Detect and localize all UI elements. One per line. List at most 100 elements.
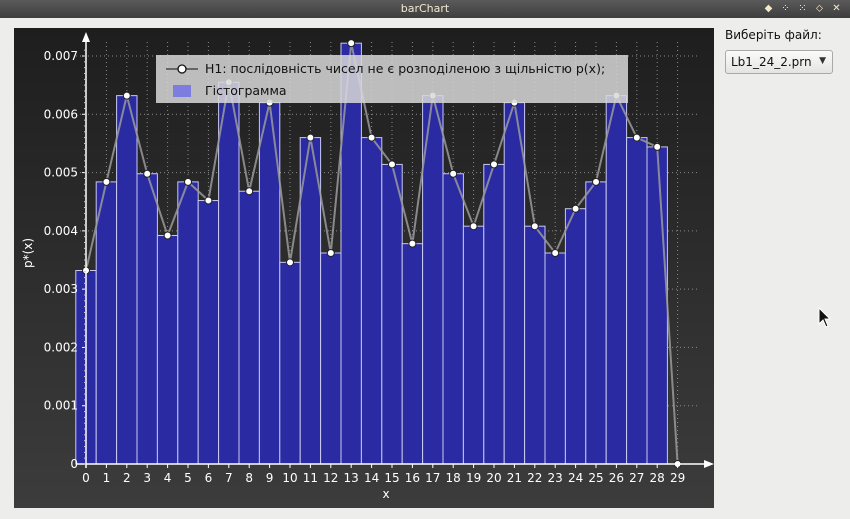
- x-tick-label: 22: [527, 471, 542, 485]
- x-tick-label: 18: [446, 471, 461, 485]
- bar: [442, 173, 464, 465]
- x-tick-label: 6: [205, 471, 213, 485]
- data-point: [571, 204, 580, 213]
- bar: [646, 146, 668, 465]
- diamond-icon[interactable]: ◆: [764, 3, 773, 14]
- bar: [279, 261, 301, 465]
- bar: [462, 225, 485, 465]
- bar: [401, 243, 424, 465]
- x-tick-label: 13: [344, 471, 359, 485]
- bar: [605, 95, 628, 465]
- close-icon[interactable]: ✕: [832, 3, 841, 14]
- file-select[interactable]: Lb1_24_2.prn ▼: [725, 50, 833, 74]
- x-tick-label: 26: [609, 471, 624, 485]
- data-point: [204, 196, 213, 205]
- legend-label-h1: H1: послідовність чисел не є розподілено…: [205, 61, 605, 76]
- x-tick-label: 4: [164, 471, 172, 485]
- legend-label-histogram: Гістограмма: [205, 83, 287, 98]
- bar: [238, 190, 260, 465]
- bar: [320, 252, 342, 465]
- legend-marker-icon: [177, 64, 187, 74]
- data-point: [102, 177, 111, 186]
- x-tick-label: 3: [143, 471, 151, 485]
- data-point: [592, 177, 600, 186]
- y-tick-label: 0.006: [44, 107, 78, 121]
- x-axis-label: x: [382, 487, 389, 501]
- y-tick-label: 0.001: [44, 399, 78, 413]
- y-tick-label: 0.004: [44, 224, 78, 238]
- x-tick-label: 24: [568, 471, 583, 485]
- x-tick-label: 28: [650, 471, 665, 485]
- y-tick-label: 0.005: [44, 166, 78, 180]
- series-line: [85, 42, 679, 465]
- data-point: [469, 222, 478, 231]
- data-point: [306, 133, 315, 142]
- data-point: [184, 177, 192, 186]
- data-point: [388, 160, 396, 169]
- bar: [95, 181, 118, 465]
- x-tick-label: 8: [245, 471, 253, 485]
- x-tick-label: 0: [82, 471, 90, 485]
- y-tick-label: 0.003: [44, 282, 78, 296]
- x-tick-label: 19: [466, 471, 481, 485]
- x-tick-label: 25: [588, 471, 603, 485]
- title-bar: barChart ◆ ⁘ ⁙ ⬦ ✕: [0, 0, 850, 18]
- data-point: [632, 133, 641, 142]
- bar: [177, 181, 199, 465]
- data-point: [408, 239, 417, 248]
- data-point: [551, 249, 560, 258]
- x-axis-arrow: [704, 460, 714, 468]
- data-point: [245, 187, 254, 196]
- y-tick-label: 0.002: [44, 340, 78, 354]
- x-tick-label: 14: [364, 471, 379, 485]
- legend-bar-swatch: [173, 85, 191, 97]
- data-point: [163, 231, 172, 240]
- x-tick-label: 27: [629, 471, 644, 485]
- bar: [197, 200, 220, 465]
- bar-chart: 0 0.001 0.002 0.003 0.004 0.005 0.006 0.007 0 1 2 3…: [14, 28, 714, 508]
- bar: [116, 95, 138, 465]
- bar: [544, 252, 566, 465]
- x-tick-label: 21: [507, 471, 522, 485]
- data-point: [122, 91, 131, 100]
- x-tick-label: 9: [266, 471, 274, 485]
- x-tick-label: 10: [282, 471, 297, 485]
- file-selector-panel: Виберіть файл: Lb1_24_2.prn ▼: [725, 28, 833, 74]
- x-tick-label: 11: [303, 471, 318, 485]
- y-axis-label: p*(x): [21, 238, 35, 268]
- x-tick-label: 17: [425, 471, 440, 485]
- bar: [524, 225, 546, 465]
- x-tick-label: 7: [225, 471, 233, 485]
- file-label: Виберіть файл:: [725, 28, 822, 42]
- shade-icon[interactable]: ⁙: [798, 3, 807, 14]
- data-point: [653, 142, 662, 151]
- bar: [381, 163, 403, 465]
- y-tick-label: 0.007: [44, 49, 78, 63]
- y-axis-arrow: [82, 32, 90, 42]
- data-point: [449, 169, 458, 178]
- restore-icon[interactable]: ⁘: [781, 3, 790, 14]
- data-point: [143, 169, 152, 178]
- bar: [483, 163, 505, 465]
- x-tick-label: 23: [548, 471, 563, 485]
- bar: [626, 137, 648, 465]
- x-tick-label: 20: [486, 471, 501, 485]
- x-tick-label: 5: [184, 471, 192, 485]
- maximize-icon[interactable]: ⬦: [816, 3, 823, 14]
- x-tick-label: 29: [670, 471, 685, 485]
- mouse-cursor-icon: [818, 307, 832, 328]
- chevron-down-icon: ▼: [819, 56, 826, 66]
- data-point: [286, 258, 294, 267]
- data-point: [530, 222, 539, 231]
- bar: [564, 208, 587, 465]
- legend-box: [156, 55, 628, 103]
- chart-panel: 0 0.001 0.002 0.003 0.004 0.005 0.006 0.007 0 1 2 3…: [14, 28, 714, 508]
- bar: [503, 102, 526, 465]
- data-point: [367, 133, 376, 142]
- data-point: [326, 249, 335, 258]
- data-point: [347, 39, 356, 48]
- bar: [585, 181, 607, 465]
- x-tick-label: 12: [323, 471, 338, 485]
- y-tick-label: 0: [70, 457, 78, 471]
- file-select-value: Lb1_24_2.prn: [731, 55, 812, 69]
